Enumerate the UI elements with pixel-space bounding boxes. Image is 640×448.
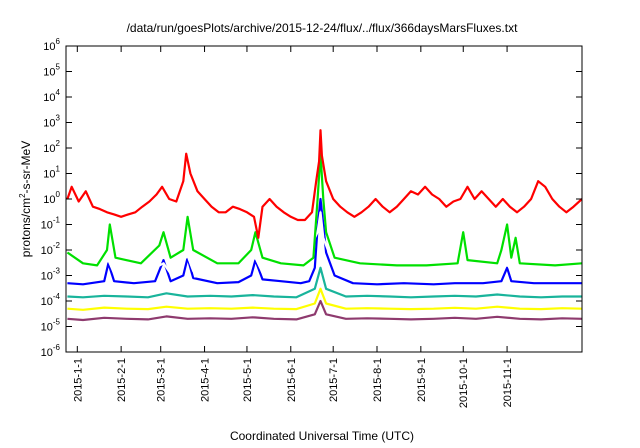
x-axis: 2015-1-1 2015-2-1 2015-3-1 2015-4-1 2015-5-1… bbox=[72, 46, 514, 408]
x-tick-label: 2015-11-1 bbox=[502, 358, 514, 407]
y-tick-label: 10-6 bbox=[41, 343, 61, 359]
series-line-2 bbox=[67, 266, 582, 299]
y-tick-label: 100 bbox=[43, 190, 60, 206]
y-tick-label: 10-1 bbox=[41, 216, 61, 232]
series-line-0 bbox=[67, 299, 582, 322]
series-layer bbox=[66, 129, 582, 322]
y-tick-label: 10-3 bbox=[41, 267, 61, 283]
y-tick-label: 103 bbox=[43, 114, 60, 130]
x-tick-label: 2015-9-1 bbox=[416, 358, 428, 402]
y-tick-label: 10-2 bbox=[41, 241, 61, 257]
y-tick-label: 104 bbox=[43, 88, 60, 104]
y-tick-label: 105 bbox=[43, 63, 60, 79]
y-tick-label: 106 bbox=[43, 37, 60, 53]
series-line-1 bbox=[67, 287, 582, 311]
y-axis-title: protons/cm2-s-sr-MeV bbox=[18, 141, 33, 257]
series-line-3 bbox=[67, 197, 582, 286]
chart-title: /data/run/goesPlots/archive/2015-12-24/f… bbox=[127, 21, 519, 35]
x-tick-label: 2015-7-1 bbox=[328, 358, 340, 402]
series-line-5 bbox=[66, 152, 582, 267]
x-axis-title: Coordinated Universal Time (UTC) bbox=[230, 429, 414, 443]
series-line-4 bbox=[67, 211, 582, 277]
x-tick-label: 2015-5-1 bbox=[242, 358, 254, 402]
x-tick-label: 2015-1-1 bbox=[72, 358, 84, 402]
x-tick-label: 2015-3-1 bbox=[156, 358, 168, 402]
x-tick-label: 2015-6-1 bbox=[286, 358, 298, 402]
y-tick-label: 10-4 bbox=[41, 292, 61, 308]
y-tick-label: 102 bbox=[43, 139, 60, 155]
x-tick-label: 2015-10-1 bbox=[458, 358, 470, 408]
y-axis: 10-6 10-5 10-4 10-3 10-2 10-1 100 101 102 103 104 1… bbox=[41, 37, 582, 359]
x-tick-label: 2015-2-1 bbox=[116, 358, 128, 402]
x-tick-label: 2015-4-1 bbox=[200, 358, 212, 402]
series-line-6 bbox=[66, 129, 582, 239]
x-tick-label: 2015-8-1 bbox=[372, 358, 384, 402]
y-tick-label: 10-5 bbox=[41, 318, 61, 334]
y-tick-label: 101 bbox=[43, 165, 60, 181]
